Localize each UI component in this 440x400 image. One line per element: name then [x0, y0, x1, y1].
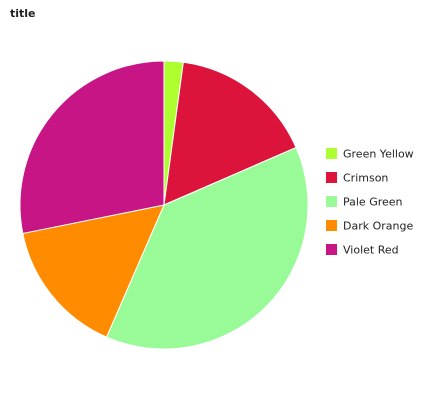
pie-slice-pale-green: [105, 146, 309, 350]
legend-label-crimson: Crimson: [343, 172, 388, 185]
legend-swatch-pale-green: [326, 196, 337, 207]
legend: Green Yellow Crimson Pale Green Dark Orange…: [326, 148, 414, 257]
legend-swatch-violet-red: [326, 244, 337, 255]
pie-slice-dark-orange: [22, 204, 165, 338]
pie-slice-crimson: [163, 61, 297, 206]
pie-slices: [19, 60, 309, 350]
pie-slice-violet-red: [19, 60, 165, 235]
chart-title: title: [10, 7, 36, 20]
legend-label-green-yellow: Green Yellow: [343, 148, 414, 161]
legend-label-pale-green: Pale Green: [343, 196, 403, 209]
legend-label-violet-red: Violet Red: [343, 244, 399, 257]
legend-swatch-dark-orange: [326, 220, 337, 231]
legend-swatch-green-yellow: [326, 148, 337, 159]
legend-label-dark-orange: Dark Orange: [343, 220, 413, 233]
legend-swatch-crimson: [326, 172, 337, 183]
